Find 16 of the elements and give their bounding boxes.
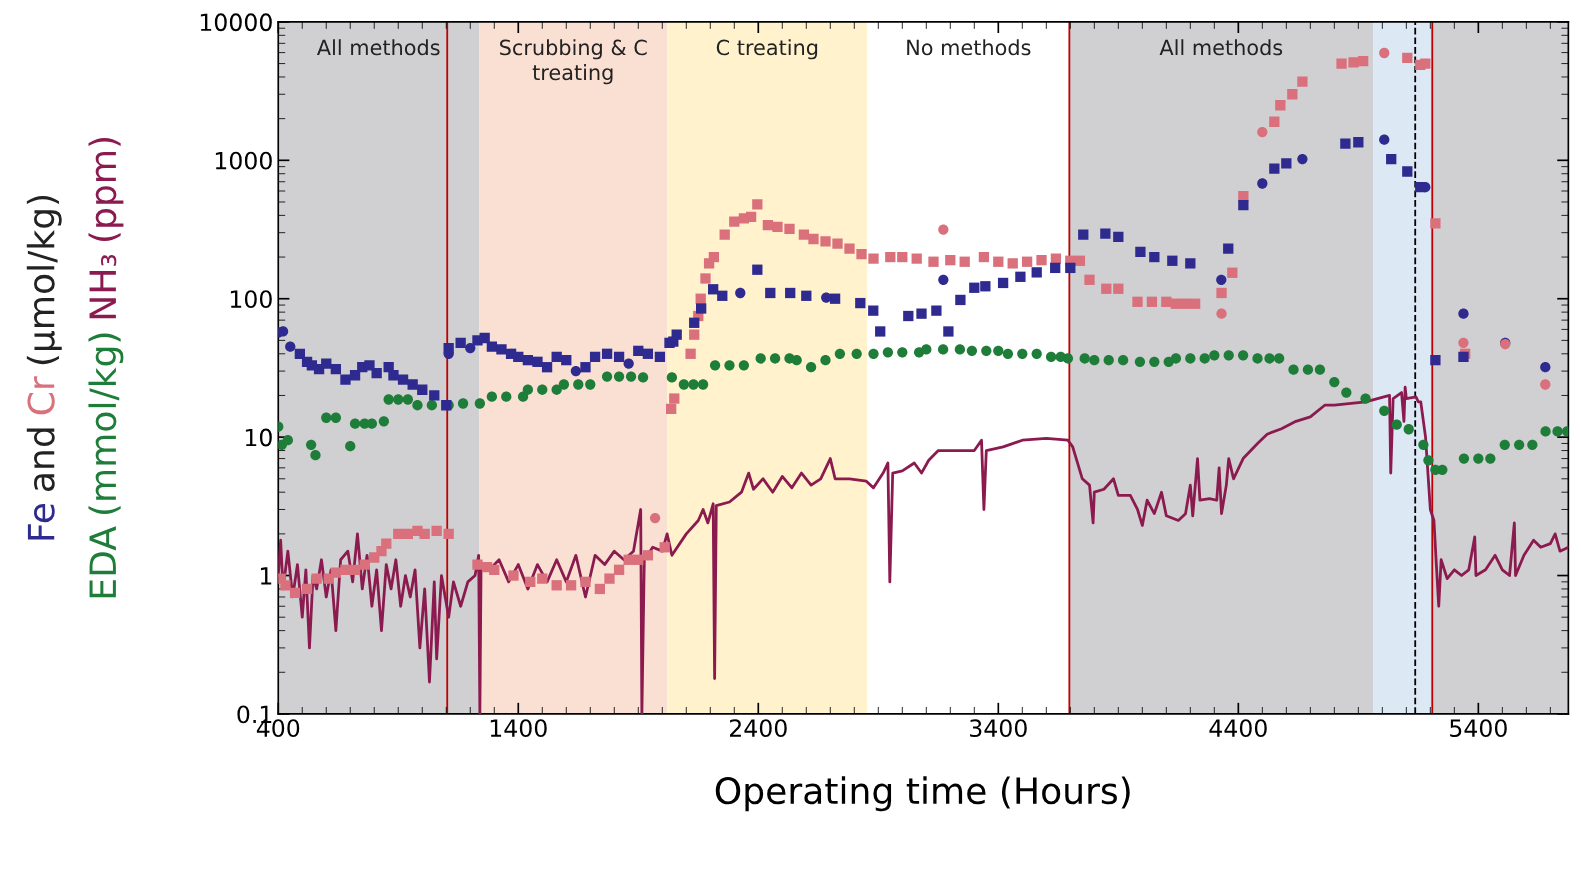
y-tick-label: 10 (245, 428, 272, 447)
x-axis-title: Operating time (Hours) (715, 776, 1130, 812)
band-label: No methods (907, 39, 1031, 56)
y-tick-label: 1 (260, 567, 272, 585)
band-label: All methods (316, 39, 440, 56)
y-tick-label: 100 (230, 290, 272, 309)
x-tick-label: 1400 (490, 719, 547, 738)
x-tick-label: 5400 (1450, 719, 1507, 738)
y-tick-label: 1000 (215, 151, 272, 170)
x-tick-label: 4400 (1209, 719, 1267, 738)
x-tick-label: 2400 (729, 719, 787, 738)
band-label: C treating (716, 39, 818, 60)
y-tick-label: 10000 (200, 13, 272, 32)
band-label: All methods (1159, 39, 1283, 56)
x-tick-label: 3400 (970, 719, 1027, 738)
band-label: Scrubbing & C treating (500, 39, 647, 85)
